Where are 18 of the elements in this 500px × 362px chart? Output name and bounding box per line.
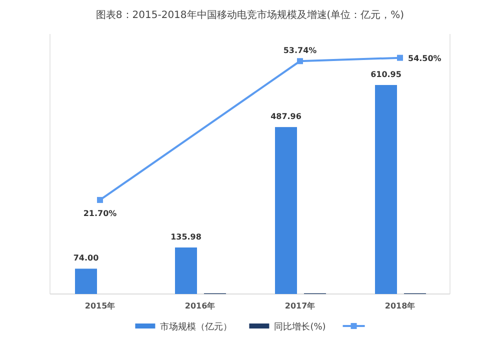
x-tick-label: 2015年 [84, 302, 116, 311]
data-label: 53.74% [283, 46, 317, 56]
legend-label: 同比增长(%) [274, 322, 326, 332]
x-tick-label: 2016年 [184, 302, 216, 311]
chart-title: 图表8：2015-2018年中国移动电竞市场规模及增速(单位：亿元，%) [96, 9, 404, 21]
bar [175, 247, 197, 294]
bar [375, 84, 397, 294]
data-label: 610.95 [370, 70, 402, 79]
data-label: 54.50% [408, 54, 442, 63]
data-label: 487.96 [270, 112, 302, 122]
bar [75, 268, 97, 294]
x-tick-label: 2018年 [384, 302, 416, 311]
legend-label: 市场规模（亿元） [160, 322, 232, 332]
data-label: 74.00 [73, 254, 100, 263]
x-tick-label: 2017年 [284, 302, 316, 311]
data-label: 135.98 [170, 232, 202, 242]
data-label: 21.70% [83, 208, 117, 218]
bar [275, 127, 297, 294]
